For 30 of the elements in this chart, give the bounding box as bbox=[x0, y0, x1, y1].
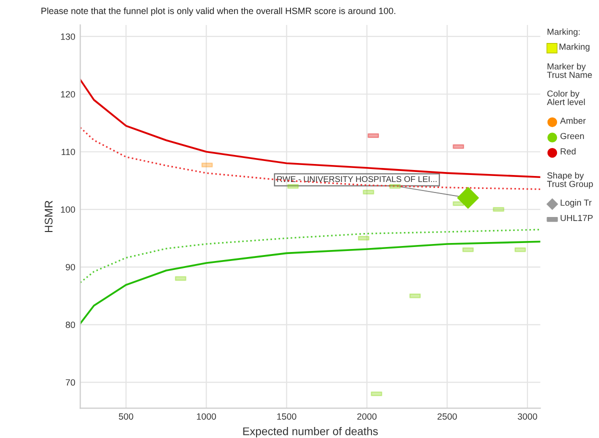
text: Marking bbox=[560, 43, 590, 52]
y-tick-label: 100 bbox=[61, 206, 76, 213]
point bbox=[457, 187, 479, 209]
text: Shape by Trust Group bbox=[547, 172, 593, 189]
y-tick-label: 130 bbox=[61, 33, 76, 40]
y-tick-label: 70 bbox=[66, 379, 76, 386]
x-axis-title: Expected number of deaths bbox=[243, 427, 378, 438]
text: Please note that the funnel plot is only valid when the overall HSMR score is around 100. bbox=[41, 7, 396, 16]
text: UHL17P bbox=[560, 214, 593, 222]
line-series bbox=[80, 126, 540, 190]
text: Marker by Trust Name bbox=[547, 63, 592, 78]
y-tick-label: 90 bbox=[66, 264, 76, 270]
y-tick-label: 80 bbox=[66, 322, 76, 328]
legend-label: Amber bbox=[560, 117, 586, 124]
text: Login Tr bbox=[560, 199, 592, 208]
legend-label: Red bbox=[560, 148, 576, 154]
x-tick-label: 1000 bbox=[196, 413, 216, 420]
x-tick-label: 1500 bbox=[277, 413, 296, 420]
text: Marking: bbox=[548, 28, 580, 37]
x-tick-label: 2500 bbox=[438, 413, 457, 420]
y-tick-label: 120 bbox=[61, 91, 76, 98]
y-axis-title: HSMR bbox=[44, 200, 53, 232]
legend-title: Color by Alert level bbox=[546, 90, 585, 106]
x-tick-label: 500 bbox=[118, 413, 134, 420]
y-tick-label: 110 bbox=[62, 148, 76, 156]
legend-label: Green bbox=[560, 132, 584, 140]
x-tick-label: 2000 bbox=[357, 413, 377, 420]
x-tick-label: 3000 bbox=[518, 413, 538, 420]
line-series bbox=[80, 228, 540, 284]
line-series bbox=[80, 240, 540, 324]
